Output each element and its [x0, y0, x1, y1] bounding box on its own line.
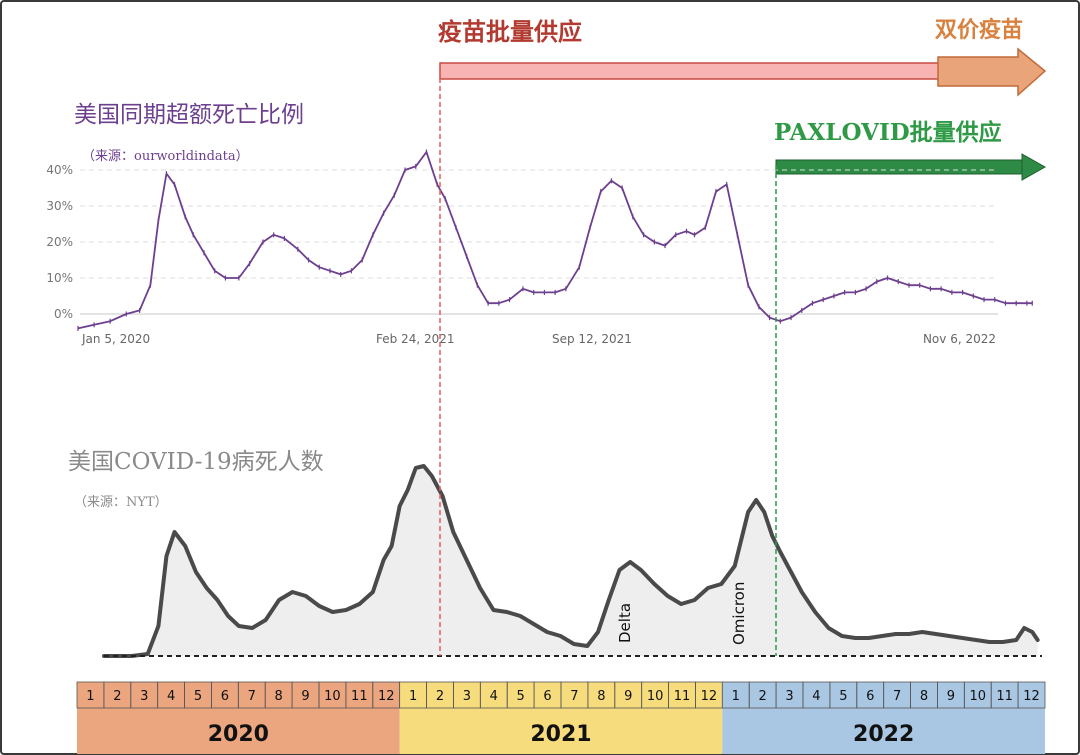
timeline-year-label: 2022	[853, 722, 914, 747]
chart1-y-tick-label: 0%	[54, 307, 73, 321]
timeline-month-label: 6	[543, 689, 551, 704]
timeline-month-label: 3	[785, 689, 793, 704]
timeline-month-label: 10	[324, 689, 341, 704]
chart1-title: 美国同期超额死亡比例	[74, 102, 304, 128]
timeline-month-label: 10	[970, 689, 987, 704]
chart1-y-tick-label: 10%	[46, 271, 73, 285]
chart1-x-tick-label: Feb 24, 2021	[376, 332, 455, 346]
timeline-month-label: 11	[674, 689, 691, 704]
bivalent-label: 双价疫苗	[935, 17, 1023, 43]
chart1-gridlines	[80, 169, 998, 315]
timeline-month-label: 3	[463, 689, 471, 704]
omicron-annotation: Omicron	[730, 582, 748, 645]
chart1-x-tick-label: Sep 12, 2021	[552, 332, 632, 346]
excess-death-line	[77, 151, 1033, 330]
timeline-month-label: 6	[221, 689, 229, 704]
chart1-x-tick-label: Jan 5, 2020	[81, 332, 150, 346]
delta-annotation: Delta	[616, 603, 634, 643]
timeline-year-label: 2021	[530, 722, 591, 747]
timeline-month-label: 7	[248, 689, 256, 704]
timeline-month-label: 8	[275, 689, 283, 704]
timeline-month-label: 12	[701, 689, 718, 704]
timeline-month-label: 11	[351, 689, 368, 704]
paxlovid-arrowhead	[1021, 153, 1047, 181]
timeline-month-label: 6	[866, 689, 874, 704]
timeline-month-label: 5	[517, 689, 525, 704]
chart1-x-tick-label: Nov 6, 2022	[923, 332, 996, 346]
timeline-month-label: 1	[732, 689, 740, 704]
paxlovid-bar	[775, 159, 1025, 175]
timeline-month-label: 1	[86, 689, 94, 704]
death-count-area	[104, 466, 1038, 656]
timeline-month-cell	[1017, 681, 1046, 709]
timeline-month-label: 4	[167, 689, 175, 704]
timeline-month-label: 2	[436, 689, 444, 704]
timeline-month-label: 9	[947, 689, 955, 704]
timeline-month-label: 8	[597, 689, 605, 704]
chart1-source: （来源：ourworldindata）	[82, 149, 249, 164]
timeline-month-label: 2	[113, 689, 121, 704]
chart1-y-tick-label: 30%	[46, 199, 73, 213]
timeline-month-label: 11	[996, 689, 1013, 704]
chart2-source: （来源：NYT）	[74, 495, 168, 510]
timeline-month-label: 8	[920, 689, 928, 704]
vaccine-bar	[439, 62, 941, 80]
timeline-month-label: 4	[812, 689, 820, 704]
paxlovid-supply-arrow	[775, 153, 1047, 181]
timeline-month-label: 9	[624, 689, 632, 704]
chart1-y-tick-label: 20%	[46, 235, 73, 249]
chart1-y-tick-label: 40%	[46, 163, 73, 177]
timeline-month-label: 7	[570, 689, 578, 704]
chart2-title: 美国COVID-19病死人数	[68, 449, 324, 475]
timeline-month-label: 3	[140, 689, 148, 704]
timeline-month-label: 12	[1023, 689, 1040, 704]
bivalent-arrowhead	[937, 47, 1047, 97]
timeline-month-label: 2	[759, 689, 767, 704]
timeline-month-label: 1	[409, 689, 417, 704]
paxlovid-label: PAXLOVID批量供应	[774, 119, 1002, 146]
timeline-month-label: 10	[647, 689, 664, 704]
timeline-year-label: 2020	[208, 722, 269, 747]
vaccine-label: 疫苗批量供应	[438, 17, 582, 46]
chart1-series	[77, 149, 1033, 331]
timeline-month-label: 4	[490, 689, 498, 704]
timeline-month-label: 9	[301, 689, 309, 704]
chart2-series	[102, 464, 1040, 658]
death-count-line	[102, 464, 1040, 658]
timeline-month-label: 5	[839, 689, 847, 704]
chart1-y-ticks: 40% 30% 20% 10% 0%	[46, 163, 73, 321]
timeline-month-label: 7	[893, 689, 901, 704]
vaccine-supply-arrow	[439, 47, 1047, 97]
chart1-x-ticks: Jan 5, 2020 Feb 24, 2021 Sep 12, 2021 Nov 6…	[81, 332, 996, 346]
timeline-month-label: 12	[378, 689, 395, 704]
timeline-month-label: 5	[194, 689, 202, 704]
